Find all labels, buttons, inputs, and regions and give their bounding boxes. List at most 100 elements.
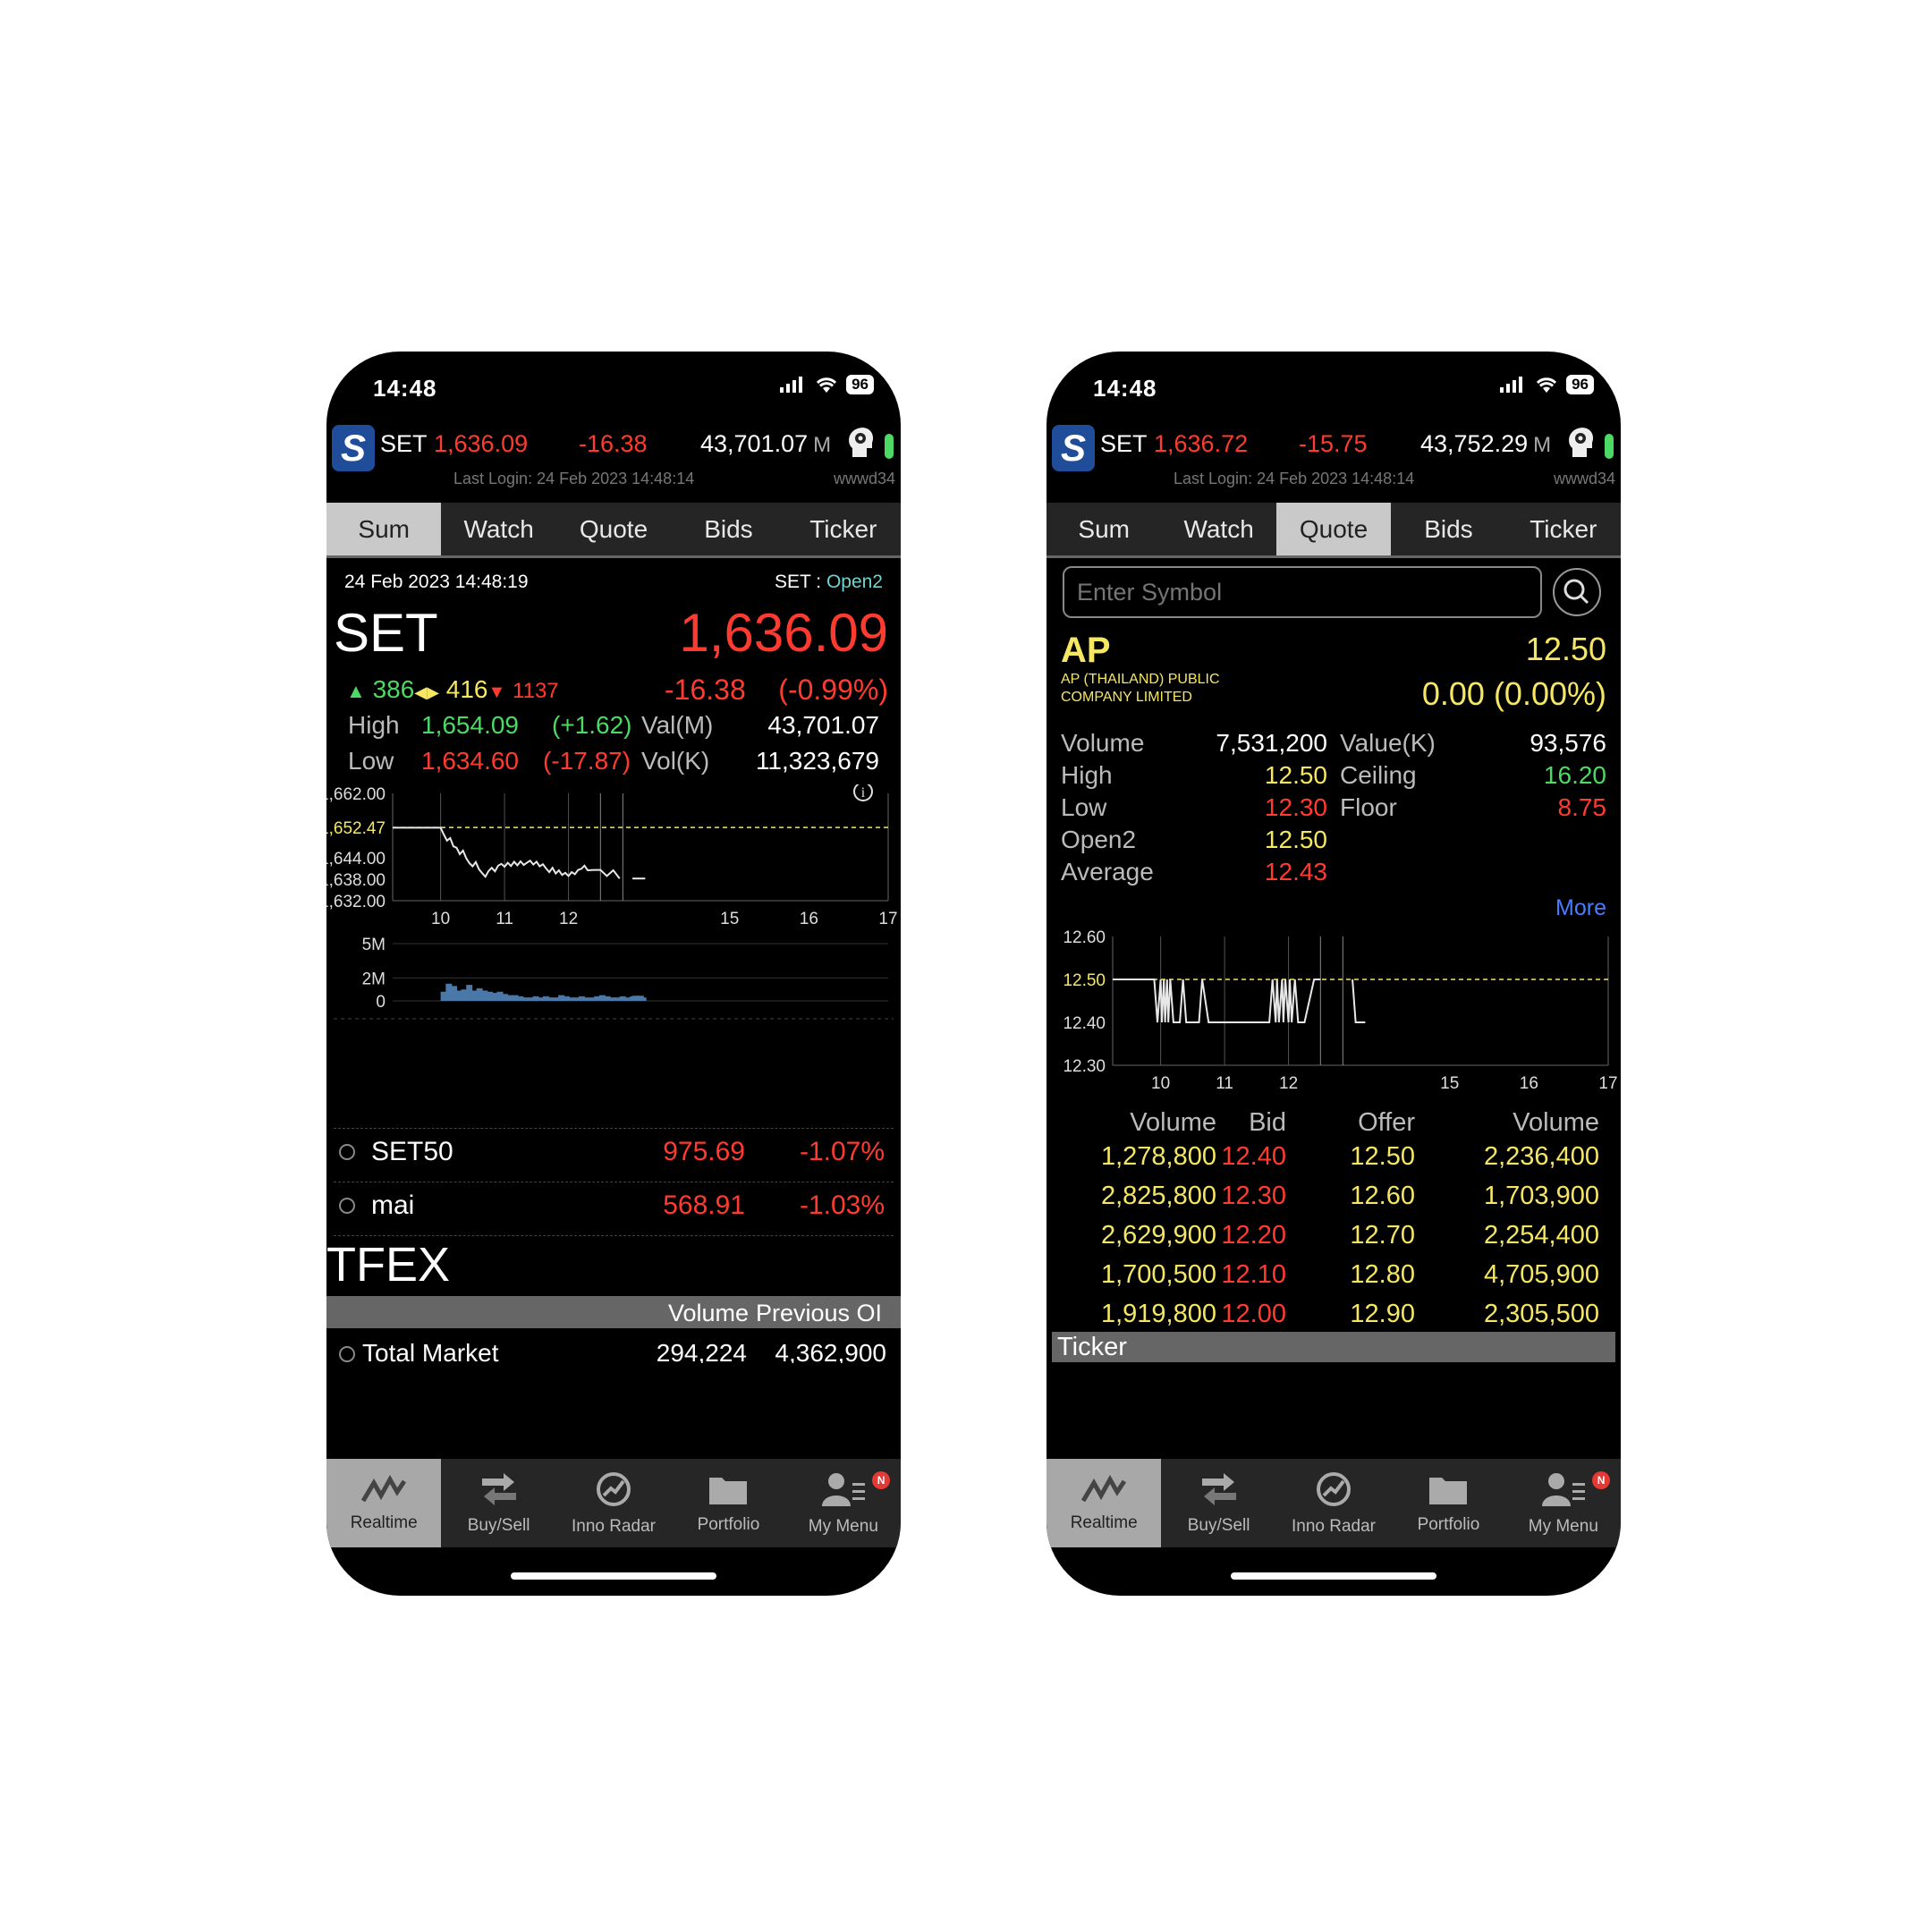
status-bar: 14:48 96	[326, 352, 901, 423]
set-intraday-chart[interactable]: 10 11 12 15 16 17 1,662.00 1,652.47 1,644.00 1,63…	[326, 784, 901, 1124]
tab-watch[interactable]: Watch	[463, 514, 534, 543]
ap-intraday-chart[interactable]: 10 11 12 15 16 17 12.60 12.50 12.40 12.30	[1046, 928, 1621, 1097]
nav-portfolio[interactable]: Portfolio	[671, 1459, 785, 1547]
up-count: 386	[372, 675, 415, 703]
tab-quote[interactable]: Quote	[579, 514, 648, 543]
high-label: High	[348, 711, 400, 739]
nav-buysell[interactable]: Buy/Sell	[441, 1459, 555, 1547]
nav-my-menu[interactable]: My Menu N	[1506, 1459, 1621, 1547]
quote-symbol: AP	[1061, 631, 1111, 670]
info-icon-glyph: i	[861, 785, 866, 801]
header-set-value: 1,636.72	[1154, 430, 1249, 457]
app-logo[interactable]: S	[332, 425, 375, 471]
nav-label: Portfolio	[1417, 1514, 1480, 1534]
volume-bar	[563, 996, 570, 1001]
tab-bids[interactable]: Bids	[1424, 514, 1473, 543]
nav-portfolio[interactable]: Portfolio	[1391, 1459, 1505, 1547]
nav-inno-radar[interactable]: Inno Radar	[556, 1459, 671, 1547]
assistant-head-icon[interactable]	[845, 425, 876, 459]
open-label: Open2	[1061, 826, 1137, 853]
battery-indicator: 96	[1566, 375, 1594, 394]
volume-bar	[451, 986, 458, 1001]
status-time: 14:48	[373, 375, 437, 402]
assistant-head-icon[interactable]	[1565, 425, 1596, 459]
x-tick-label: 12	[1279, 1074, 1298, 1093]
volume-bar	[455, 990, 462, 1001]
offer-price: 12.70	[1350, 1221, 1415, 1250]
y-tick-label: 1,644.00	[326, 850, 386, 869]
low-value: 12.30	[1264, 793, 1327, 821]
tab-watch[interactable]: Watch	[1183, 514, 1254, 543]
market-header: S SET 1,636.72 -15.75 43,752.29 M Last Lo…	[1046, 423, 1621, 498]
offer-volume: 4,705,900	[1483, 1260, 1599, 1289]
x-tick-label: 11	[496, 910, 513, 928]
quote-price: 12.50	[1525, 631, 1606, 667]
tfex-header-bar: Volume Previous OI	[326, 1296, 901, 1328]
volume-label: Volume	[1061, 729, 1145, 757]
bids-header-offer-volume: Volume	[1513, 1108, 1599, 1137]
bid-price: 12.40	[1221, 1142, 1286, 1171]
app-logo[interactable]: S	[1052, 425, 1095, 471]
y-tick-label: 1,632.00	[326, 893, 386, 911]
phone-sum-screen: 14:48 96 S SET 1,636.09 -16.38 43,701.07…	[326, 352, 901, 1596]
index-row-name: SET50	[371, 1137, 453, 1166]
tfex-title: TFEX	[326, 1238, 451, 1292]
volume-bar	[517, 996, 524, 1001]
volume-bar	[573, 997, 580, 1001]
symbol-search-input[interactable]	[1063, 566, 1542, 618]
tab-ticker[interactable]: Ticker	[809, 514, 877, 543]
floor-label: Floor	[1340, 793, 1397, 821]
main-tabs: Sum Watch Quote Bids Ticker	[326, 503, 901, 558]
info-icon[interactable]: i	[853, 784, 873, 801]
tab-sum[interactable]: Sum	[326, 503, 442, 555]
advance-decline: ▲ 386◀▶ 416▼ 1137	[346, 675, 559, 704]
tab-bids[interactable]: Bids	[704, 514, 753, 543]
bid-price: 12.10	[1221, 1260, 1286, 1289]
x-tick-label: 17	[1598, 1074, 1617, 1093]
nav-realtime[interactable]: Realtime	[1046, 1459, 1162, 1547]
volume-bar	[532, 996, 539, 1001]
header-volume-unit: M	[1533, 433, 1552, 457]
tab-ticker[interactable]: Ticker	[1530, 514, 1597, 543]
volume-bar	[445, 983, 453, 1001]
floor-value: 8.75	[1557, 793, 1607, 821]
company-name-line2: COMPANY LIMITED	[1061, 690, 1192, 705]
volume-bar	[496, 991, 504, 1001]
offer-volume: 2,254,400	[1483, 1221, 1599, 1250]
bid-volume: 1,278,800	[1100, 1142, 1216, 1171]
unchanged-arrows-icon: ◀▶	[414, 683, 439, 701]
header-set-change: -15.75	[1299, 430, 1368, 457]
volume-bar	[568, 997, 575, 1001]
tfex-total-prev: 4,362,900	[775, 1339, 886, 1363]
y-tick-label: 1,662.00	[326, 785, 386, 804]
search-button[interactable]	[1553, 568, 1601, 616]
sum-content: 24 Feb 2023 14:48:19 SET : Open2 SET 1,6…	[326, 561, 901, 1363]
tab-quote[interactable]: Quote	[1275, 503, 1392, 555]
nav-my-menu[interactable]: My Menu N	[786, 1459, 901, 1547]
volume-bar	[470, 990, 478, 1001]
summary-datetime: 24 Feb 2023 14:48:19	[344, 572, 529, 592]
market-state-value: Open2	[826, 572, 883, 592]
volume-bar	[491, 993, 498, 1001]
tab-sum[interactable]: Sum	[1078, 514, 1130, 543]
nav-inno-radar[interactable]: Inno Radar	[1276, 1459, 1391, 1547]
volume-bar	[547, 997, 555, 1001]
info-icon-circle	[853, 784, 873, 801]
index-row-name: mai	[371, 1191, 415, 1220]
nav-label: Buy/Sell	[1187, 1515, 1250, 1535]
more-link[interactable]: More	[1555, 895, 1606, 920]
prev-close-label: 12.50	[1063, 971, 1106, 990]
unchanged-count: 416	[445, 675, 488, 703]
volume-bar	[487, 991, 494, 1001]
nav-realtime[interactable]: Realtime	[326, 1459, 442, 1547]
nav-label: Portfolio	[697, 1514, 760, 1534]
nav-buysell[interactable]: Buy/Sell	[1161, 1459, 1275, 1547]
volume-bar	[558, 995, 565, 1001]
header-set-value: 1,636.09	[434, 430, 529, 457]
ticker-title: Ticker	[1057, 1333, 1127, 1361]
ceiling-label: Ceiling	[1340, 761, 1417, 789]
wifi-icon	[1537, 377, 1557, 393]
index-change-pct: (-0.99%)	[778, 674, 888, 706]
volume-tick-label: 5M	[362, 936, 386, 954]
volume-bar	[598, 995, 606, 1001]
